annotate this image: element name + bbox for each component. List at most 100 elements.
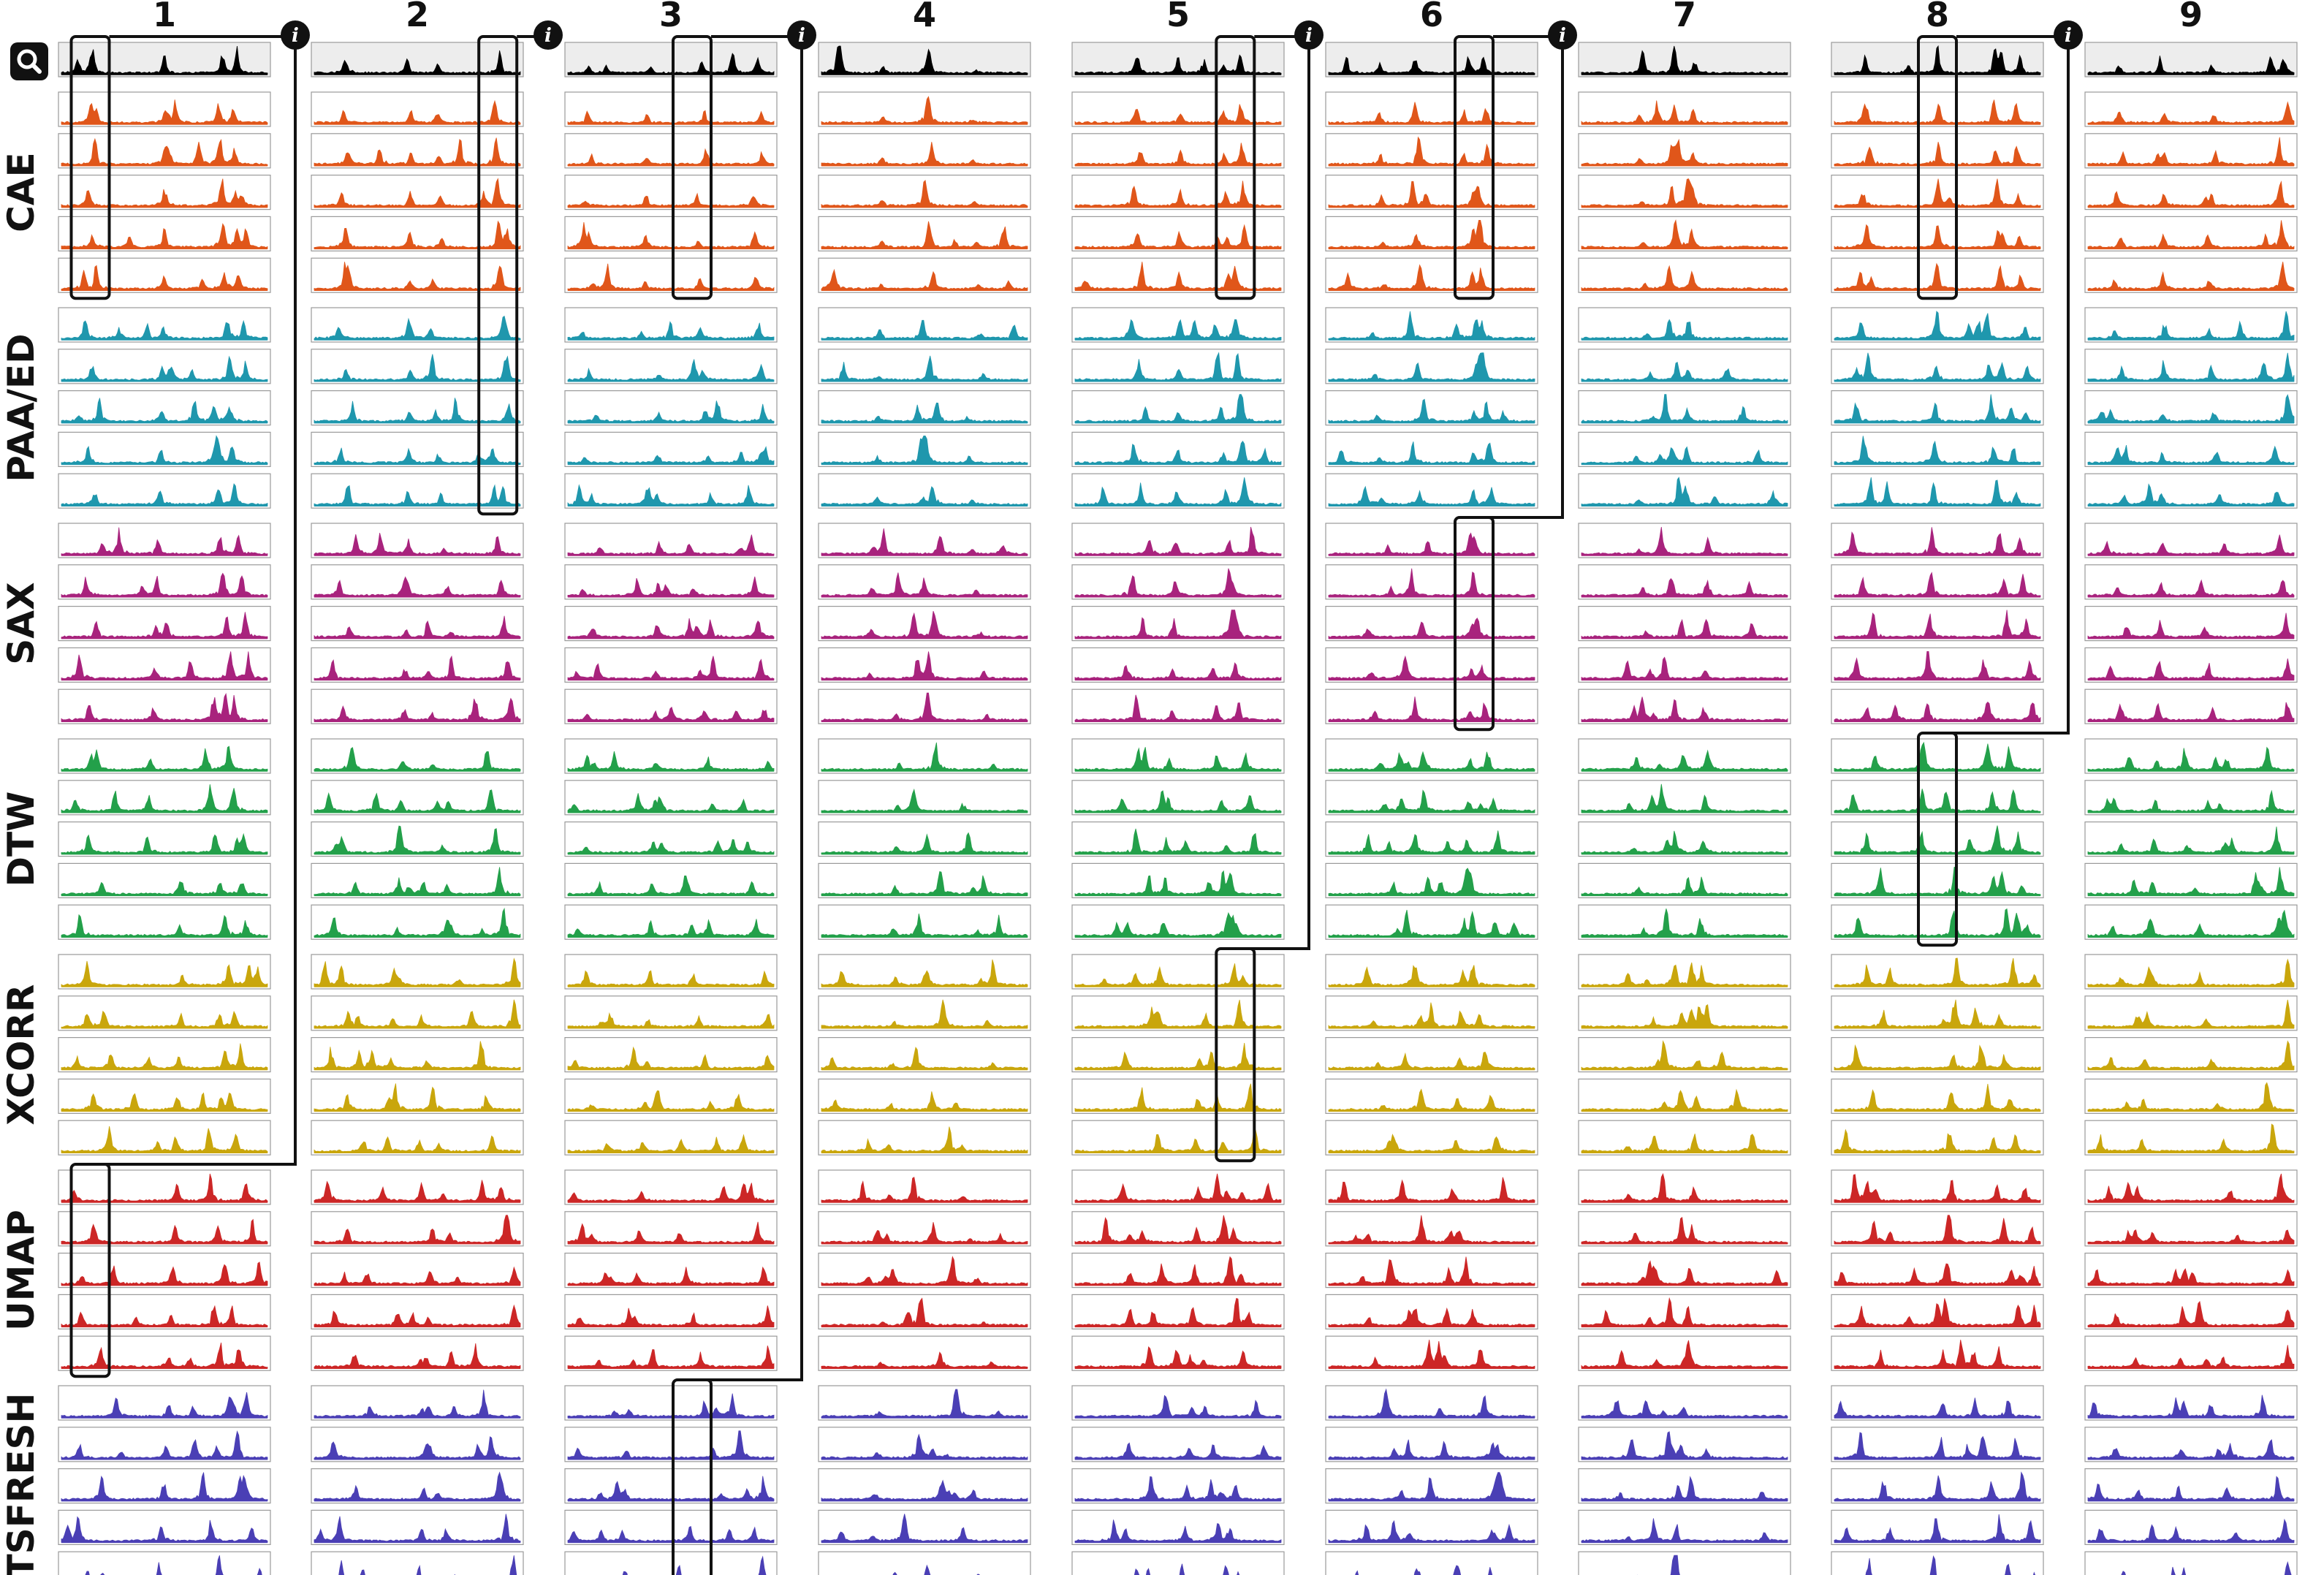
spectrum-area: [314, 1304, 521, 1327]
spectrum-area: [821, 788, 1028, 813]
highlight-box-col3-3: [672, 35, 713, 300]
spectrum-area: [314, 315, 521, 341]
spectrum-area: [567, 839, 775, 854]
result-chart-paaed-4-col6: [1325, 431, 1538, 468]
spectrum-area: [2087, 659, 2295, 680]
spectrum-area: [314, 957, 521, 987]
result-chart-cae-1-col5: [1071, 91, 1285, 127]
spectrum-area: [338, 1555, 517, 1575]
spectrum-area: [1581, 876, 1788, 896]
info-icon[interactable]: i: [1294, 20, 1324, 50]
result-chart-dtw-2-col3: [564, 780, 778, 816]
spectrum-area: [2087, 181, 2295, 208]
result-chart-paaed-4-col4: [818, 431, 1031, 468]
info-icon[interactable]: i: [1548, 20, 1577, 50]
spectrum-area: [1328, 1307, 1535, 1327]
result-chart-dtw-5-col1: [58, 904, 271, 940]
spectrum-area: [1834, 311, 2041, 341]
spectrum-area: [821, 1126, 1028, 1153]
spectrum-area: [1328, 697, 1535, 722]
spectrum-area: [821, 1433, 1028, 1460]
result-chart-tsfresh-5-col9: [2084, 1551, 2298, 1575]
result-chart-tsfresh-4-col4: [818, 1509, 1031, 1545]
result-chart-umap-5-col9: [2084, 1335, 2298, 1371]
spectrum-area: [2087, 101, 2295, 125]
spectrum-area: [1581, 1088, 1788, 1112]
spectrum-area: [821, 914, 1028, 938]
result-chart-sax-1-col7: [1578, 523, 1791, 558]
spectrum-area: [1074, 1083, 1282, 1112]
search-magnifier-icon[interactable]: [10, 42, 48, 80]
result-chart-dtw-5-col7: [1578, 904, 1791, 940]
spectrum-area: [314, 789, 521, 813]
result-chart-sax-4-col2: [311, 647, 524, 683]
column-label-9: 9: [2179, 0, 2203, 34]
method-label-paaed: PAA/ED: [0, 333, 42, 482]
result-chart-dtw-4-col2: [311, 862, 524, 899]
spectrum-area: [1074, 790, 1282, 813]
spectrum-area: [1865, 1555, 2036, 1575]
result-chart-tsfresh-5-col5: [1071, 1551, 1285, 1575]
svg-text:i: i: [798, 25, 805, 47]
result-chart-umap-2-col3: [564, 1211, 778, 1247]
result-chart-tsfresh-1-col8: [1831, 1385, 2044, 1421]
column-label-2: 2: [406, 0, 429, 34]
spectrum-area: [1328, 751, 1535, 772]
result-chart-umap-3-col1: [58, 1252, 271, 1289]
result-chart-umap-5-col5: [1071, 1335, 1285, 1371]
spectrum-area: [314, 220, 521, 249]
method-label-dtw: DTW: [0, 792, 42, 887]
spectrum-area: [314, 1389, 521, 1419]
result-chart-xcorr-2-col9: [2084, 995, 2298, 1031]
spectrum-area: [2087, 483, 2295, 506]
result-chart-xcorr-3-col9: [2084, 1036, 2298, 1073]
spectrum-area: [821, 268, 1028, 291]
result-chart-dtw-5-col5: [1071, 904, 1285, 940]
info-icon[interactable]: i: [2054, 20, 2083, 50]
spectrum-area: [61, 572, 268, 598]
result-chart-cae-5-col2: [311, 257, 524, 293]
result-chart-cae-2-col4: [818, 133, 1031, 169]
result-chart-tsfresh-5-col4: [818, 1551, 1031, 1575]
result-chart-tsfresh-3-col7: [1578, 1468, 1791, 1504]
result-chart-sax-1-col9: [2084, 523, 2298, 558]
spectrum-area: [821, 1351, 1028, 1369]
spectrum-area: [1074, 1476, 1282, 1501]
info-icon[interactable]: i: [533, 20, 563, 50]
result-chart-sax-3-col6: [1325, 605, 1538, 642]
result-chart-umap-3-col7: [1578, 1252, 1791, 1289]
result-chart-xcorr-5-col8: [1831, 1120, 2044, 1155]
result-chart-dtw-4-col6: [1325, 862, 1538, 899]
result-chart-paaed-1-col3: [564, 307, 778, 343]
spectrum-area: [821, 528, 1028, 556]
result-chart-paaed-5-col9: [2084, 473, 2298, 509]
spectrum-area: [1834, 1298, 2041, 1327]
result-chart-umap-3-col5: [1071, 1252, 1285, 1289]
result-chart-umap-4-col7: [1578, 1294, 1791, 1330]
spectrum-area: [2087, 1229, 2295, 1245]
result-chart-umap-5-col8: [1831, 1335, 2044, 1371]
result-chart-tsfresh-3-col1: [58, 1468, 271, 1504]
result-chart-tsfresh-4-col1: [58, 1509, 271, 1545]
result-chart-xcorr-3-col2: [311, 1036, 524, 1073]
spectrum-area: [1834, 1128, 2041, 1153]
info-icon[interactable]: i: [281, 20, 310, 50]
spectrum-area: [61, 1516, 268, 1543]
result-chart-xcorr-1-col7: [1578, 954, 1791, 990]
spectrum-area: [821, 142, 1028, 167]
result-chart-cae-4-col5: [1071, 216, 1285, 251]
spectrum-area: [1074, 104, 1282, 125]
result-chart-cae-3-col5: [1071, 175, 1285, 210]
result-chart-umap-1-col9: [2084, 1169, 2298, 1205]
result-chart-xcorr-2-col2: [311, 995, 524, 1031]
result-chart-paaed-1-col4: [818, 307, 1031, 343]
info-icon[interactable]: i: [787, 20, 816, 50]
result-chart-paaed-1-col6: [1325, 307, 1538, 343]
spectrum-area: [2087, 867, 2295, 896]
spectrum-area: [1581, 394, 1788, 423]
result-chart-cae-3-col8: [1831, 175, 2044, 210]
spectrum-area: [1581, 783, 1788, 813]
result-chart-tsfresh-5-col2: [311, 1551, 524, 1575]
spectrum-area: [1328, 441, 1535, 465]
result-chart-umap-5-col2: [311, 1335, 524, 1371]
